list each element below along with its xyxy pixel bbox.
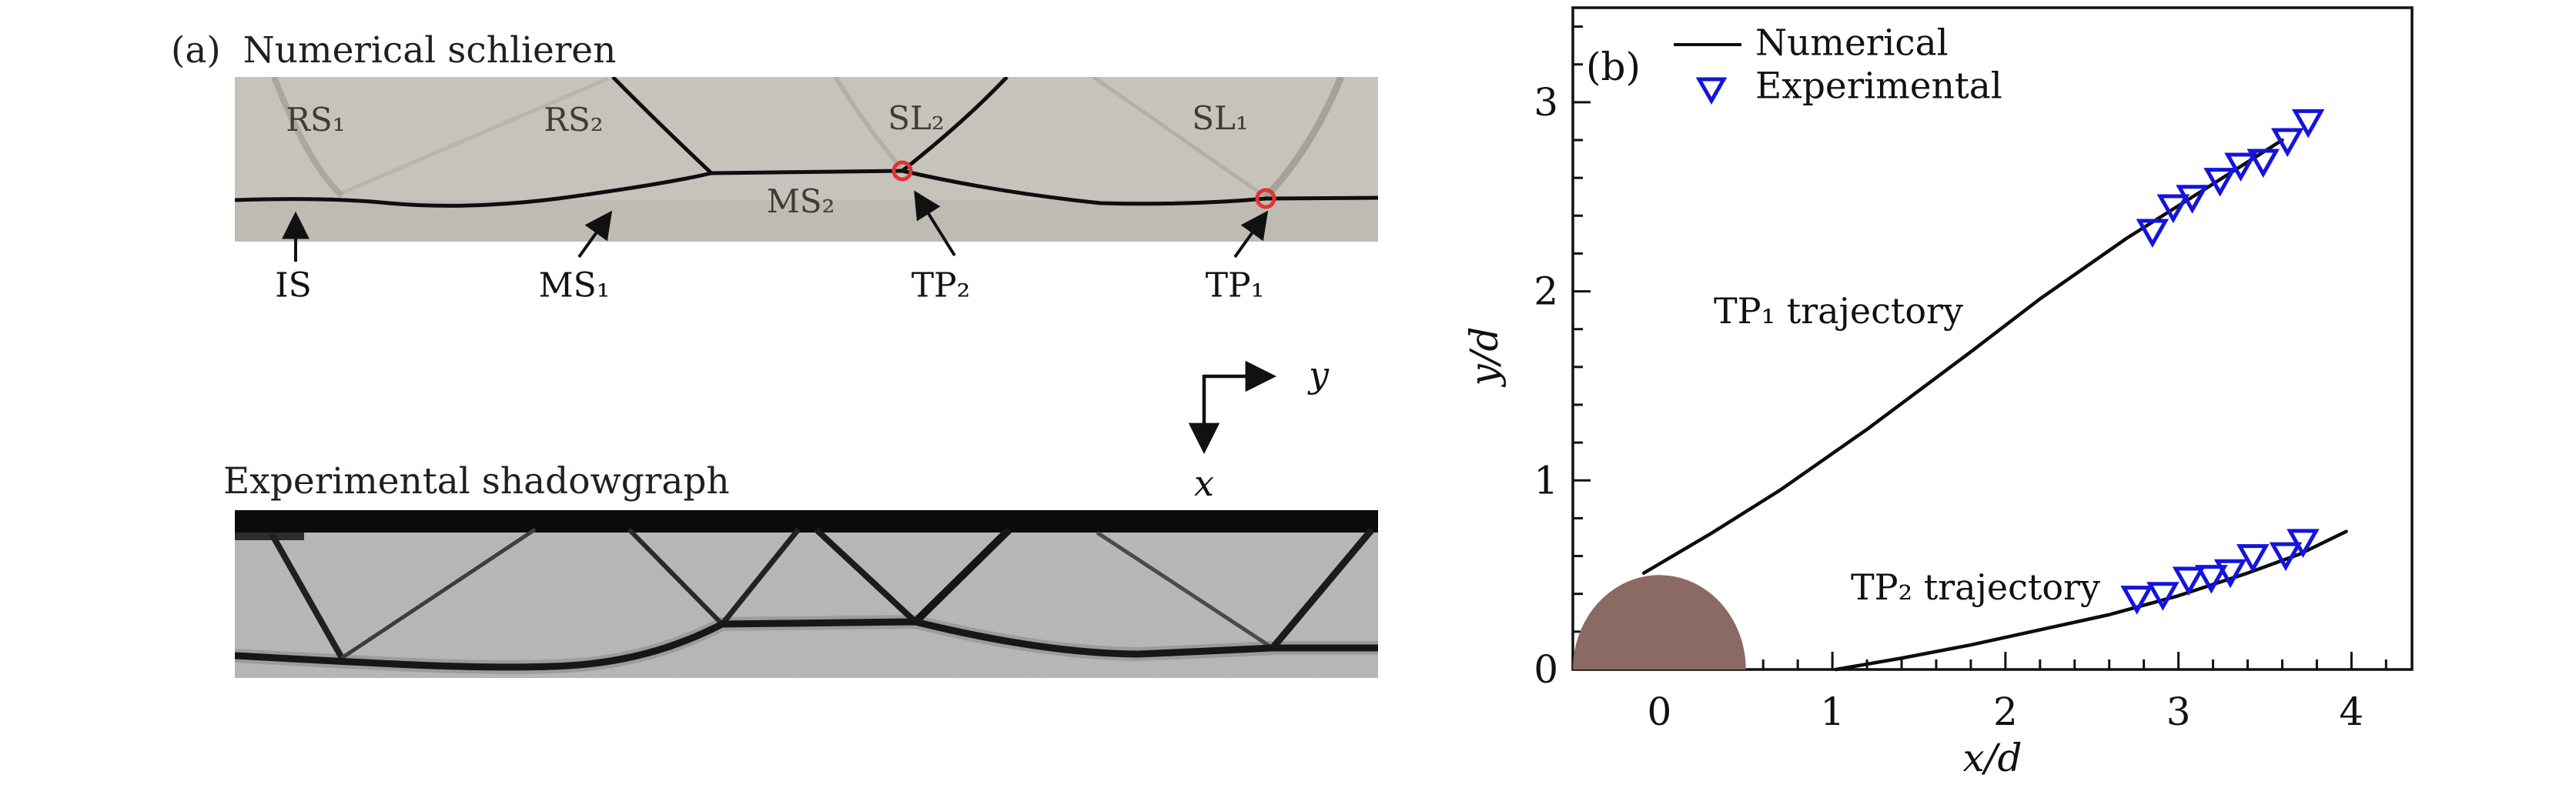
annotation-is: IS (275, 265, 312, 306)
label-sl1: SL₁ (1192, 99, 1249, 137)
marker-tp2-experimental (2236, 544, 2270, 573)
schlieren-image: RS₁ RS₂ SL₂ SL₁ MS₂ (235, 77, 1378, 242)
reflected-faint-diagonal (341, 77, 609, 195)
annotation-ms1: MS₁ (538, 265, 611, 306)
label-rs1: RS₁ (286, 101, 345, 139)
marker-tp2-experimental (2269, 542, 2303, 572)
marker-tp2-experimental (2172, 566, 2206, 596)
shadow-shock-2 (340, 527, 537, 660)
marker-tp1-experimental (2136, 219, 2170, 249)
tp1-trajectory-label: TP₁ trajectory (1714, 290, 1963, 332)
panel-a-title-text: Numerical schlieren (243, 29, 617, 72)
axis-glyph-x-label: x (1194, 462, 1214, 504)
x-tick-label: 4 (2339, 690, 2364, 734)
shadow-shock-6 (912, 526, 1012, 625)
ms1-arrow (577, 210, 613, 259)
shadowgraph-title: Experimental shadowgraph (223, 460, 730, 503)
faint-arc-sl2 (833, 77, 905, 171)
legend-experimental-label: Experimental (1755, 65, 2002, 108)
bottom-shock-line (235, 618, 1378, 671)
schlieren-background (235, 77, 1378, 242)
marker-tp1-experimental (2156, 194, 2190, 224)
shadow-shock-7 (1096, 530, 1274, 650)
marker-tp2-experimental (2195, 565, 2228, 594)
x-tick-label: 0 (1647, 690, 1671, 734)
slip-line-sl1 (1092, 77, 1267, 199)
tp2-marker (892, 160, 913, 182)
reflected-shock-rs2 (611, 77, 713, 175)
tp1-arrow (1233, 210, 1269, 259)
marker-tp1-experimental (2176, 185, 2209, 214)
tp1-marker (1255, 188, 1276, 209)
shadowgraph-image (235, 510, 1378, 678)
annotation-tp1: TP₁ (1205, 265, 1265, 306)
label-ms2: MS₂ (767, 182, 835, 220)
legend-numerical-label: Numerical (1755, 22, 1949, 65)
marker-tp1-experimental (2246, 149, 2280, 179)
marker-tp1-experimental (2291, 109, 2325, 139)
x-tick-label: 2 (1993, 690, 2018, 734)
marker-tp1-experimental (2203, 168, 2236, 197)
tp2-arrow (914, 190, 956, 257)
label-rs2: RS₂ (544, 101, 603, 139)
cylinder-semicircle (1573, 575, 1746, 669)
x-tick-label: 1 (1820, 690, 1845, 734)
marker-tp2-experimental (2287, 529, 2320, 558)
plot-frame (1571, 6, 2414, 671)
legend-line-sample (1674, 43, 1741, 46)
shadow-shock-8 (1270, 527, 1375, 650)
x-axis-title: x/d (1962, 736, 2022, 780)
label-sl2: SL₂ (888, 99, 945, 137)
slip-line-sl2 (901, 77, 1009, 172)
shadow-shock-5 (814, 527, 918, 624)
mach-stem-line (235, 169, 1378, 208)
marker-tp1-experimental (2270, 128, 2304, 158)
band-irregularity (235, 529, 304, 540)
marker-tp1-experimental (2224, 152, 2257, 182)
marker-tp2-experimental (2146, 582, 2180, 611)
faint-arc-right (1263, 77, 1345, 200)
axis-glyph-y-label: y (1309, 354, 1329, 396)
y-tick-label: 3 (1534, 80, 1558, 125)
marker-tp2-experimental (2213, 559, 2247, 589)
panel-a-title: (a) Numerical schlieren (171, 29, 616, 72)
y-axis-title: y/d (1462, 326, 1507, 386)
y-tick-label: 0 (1534, 647, 1558, 692)
legend-triangle-marker (1695, 77, 1728, 105)
shadow-shock-4 (720, 527, 801, 626)
tp2-trajectory-label: TP₂ trajectory (1851, 566, 2100, 608)
x-tick-label: 3 (2166, 690, 2191, 734)
panel-a-annotations (282, 190, 1277, 455)
annotation-tp2: TP₂ (911, 265, 971, 306)
shadow-shock-3 (627, 527, 724, 626)
marker-tp2-experimental (2120, 586, 2153, 615)
panel-b-tag: (b) (1586, 45, 1641, 89)
shadowgraph-top-band (235, 510, 1378, 533)
panel-a-tag: (a) (171, 29, 221, 72)
shadow-shock-1 (269, 533, 345, 659)
y-tick-label: 1 (1534, 458, 1558, 503)
incident-shock-arc (271, 77, 344, 198)
y-tick-label: 2 (1534, 269, 1558, 314)
series-line-tp1-numerical (1641, 138, 2284, 575)
